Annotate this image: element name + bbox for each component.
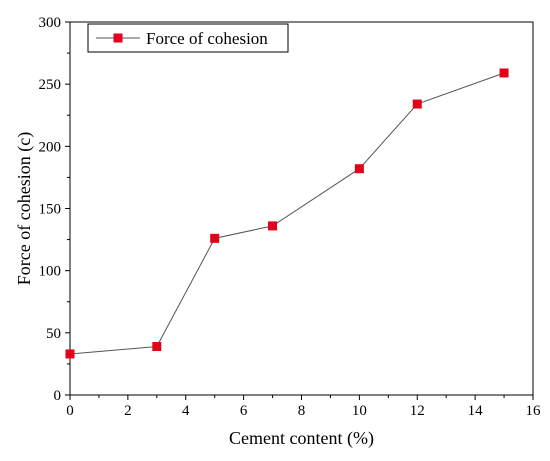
x-tick-label: 16 bbox=[526, 403, 542, 419]
data-point bbox=[499, 68, 509, 78]
data-point bbox=[152, 342, 162, 352]
y-tick-label: 250 bbox=[39, 77, 62, 93]
data-point bbox=[412, 99, 422, 109]
data-point bbox=[210, 233, 220, 243]
x-tick-label: 2 bbox=[124, 403, 132, 419]
y-tick-label: 150 bbox=[39, 202, 62, 218]
plot-frame bbox=[69, 21, 534, 396]
x-tick-label: 8 bbox=[298, 403, 306, 419]
y-tick-label: 300 bbox=[39, 15, 62, 31]
x-tick-label: 12 bbox=[410, 403, 425, 419]
data-point bbox=[268, 221, 278, 231]
y-axis-title: Force of cohesion (c) bbox=[14, 132, 35, 285]
x-tick-label: 0 bbox=[66, 403, 74, 419]
axis-ticks: 0 2 4 6 8 10 12 14 16 0 50 100 150 200 250 300 bbox=[39, 15, 542, 419]
legend-label: Force of cohesion bbox=[146, 29, 268, 48]
x-axis-title: Cement content (%) bbox=[229, 428, 374, 449]
y-tick-label: 100 bbox=[39, 264, 62, 280]
x-tick-label: 14 bbox=[468, 403, 484, 419]
legend: Force of cohesion bbox=[87, 23, 289, 53]
legend-marker bbox=[113, 33, 123, 43]
series-line bbox=[69, 72, 505, 355]
x-tick-label: 6 bbox=[240, 403, 248, 419]
y-tick-label: 50 bbox=[46, 326, 61, 342]
series-layer bbox=[65, 68, 509, 359]
y-tick-label: 0 bbox=[54, 388, 62, 404]
x-tick-label: 4 bbox=[182, 403, 190, 419]
x-tick-label: 10 bbox=[352, 403, 367, 419]
y-tick-label: 200 bbox=[39, 139, 62, 155]
data-point bbox=[65, 349, 75, 359]
data-point bbox=[354, 164, 364, 174]
